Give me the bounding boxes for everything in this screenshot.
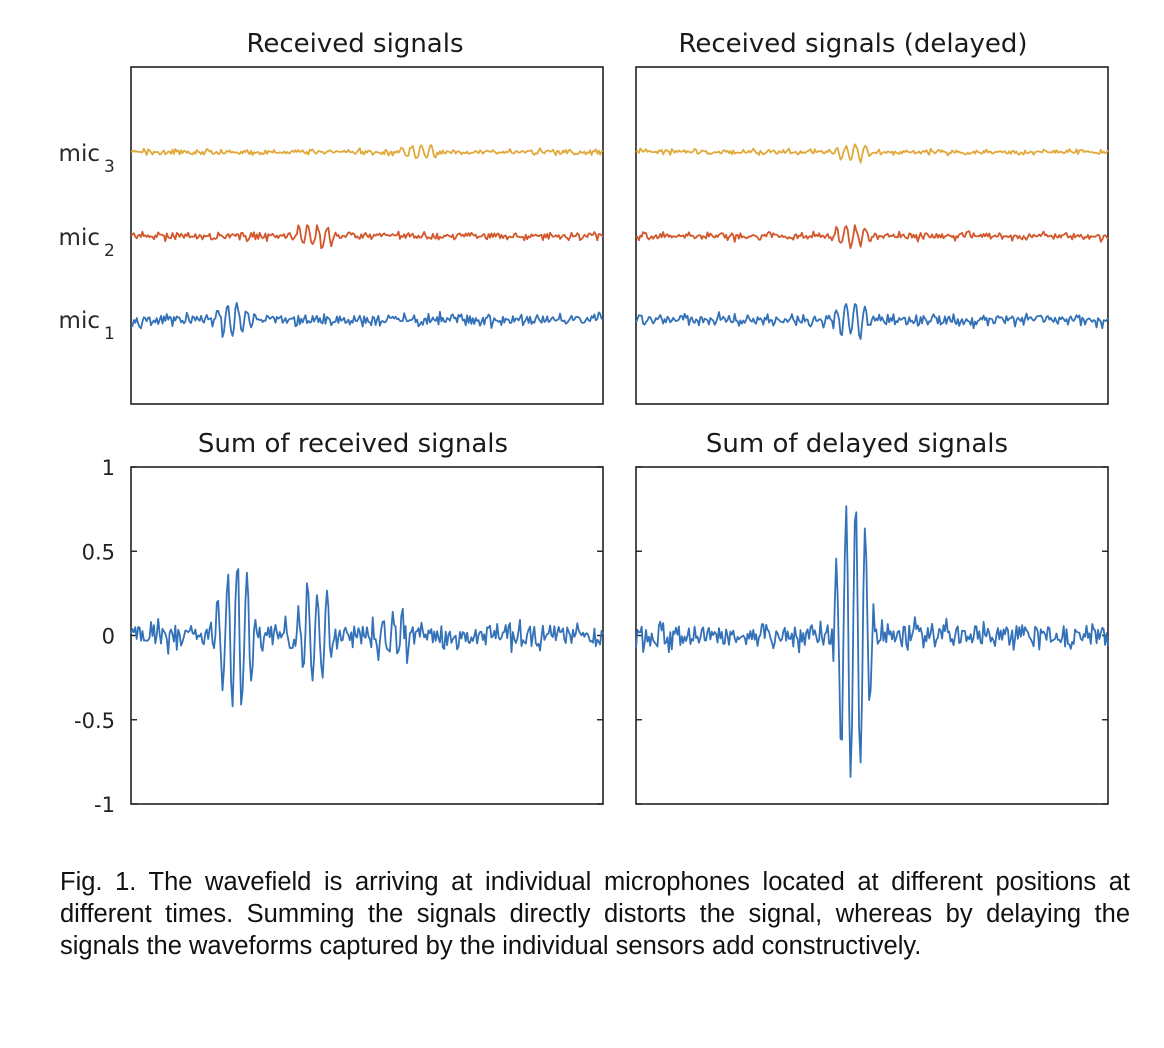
traces <box>130 144 604 338</box>
y-tick-label: -1 <box>94 793 115 817</box>
traces <box>635 143 1109 340</box>
mic-label-2: mic 2 <box>59 225 115 261</box>
figure-canvas: Received signals mic 3 mic 2 mic 1 Recei… <box>59 29 1109 817</box>
series-line-mic1 <box>635 303 1109 340</box>
mic-label-base: mic <box>59 141 100 167</box>
y-tick-label: 0 <box>102 625 115 649</box>
panel-title: Received signals <box>246 29 463 59</box>
y-tick-label: 1 <box>102 456 115 480</box>
series-line-mic2 <box>635 224 1109 250</box>
series-line-mic1 <box>131 302 604 338</box>
panel-sum-received: Sum of received signals 1 0.5 0 -0.5 -1 <box>74 429 604 817</box>
traces <box>130 568 604 708</box>
figure-caption: Fig. 1. The wavefield is arriving at ind… <box>60 868 1130 960</box>
panel-received-delayed: Received signals (delayed) <box>635 29 1109 405</box>
series-line-sum <box>635 505 1109 778</box>
panel-title: Sum of delayed signals <box>706 429 1008 459</box>
traces <box>635 505 1109 778</box>
axes-frame <box>635 66 1109 405</box>
mic-label-sub: 1 <box>104 324 115 344</box>
mic-label-3: mic 3 <box>59 141 115 177</box>
series-line-mic3 <box>635 143 1109 164</box>
series-line-mic3 <box>130 144 604 159</box>
panel-sum-delayed: Sum of delayed signals <box>635 429 1109 805</box>
series-line-sum <box>130 568 604 708</box>
panel-title: Received signals (delayed) <box>678 29 1027 59</box>
mic-label-base: mic <box>59 225 100 251</box>
panel-received: Received signals mic 3 mic 2 mic 1 <box>59 29 604 405</box>
mic-label-sub: 3 <box>104 157 115 177</box>
y-axis: 1 0.5 0 -0.5 -1 <box>74 456 603 817</box>
y-tick-label: 0.5 <box>82 540 115 564</box>
mic-label-sub: 2 <box>104 241 115 261</box>
panel-title: Sum of received signals <box>198 429 508 459</box>
mic-label-base: mic <box>59 308 100 334</box>
y-tick-label: -0.5 <box>74 709 115 733</box>
series-line-mic2 <box>130 224 604 250</box>
mic-label-1: mic 1 <box>59 308 115 344</box>
